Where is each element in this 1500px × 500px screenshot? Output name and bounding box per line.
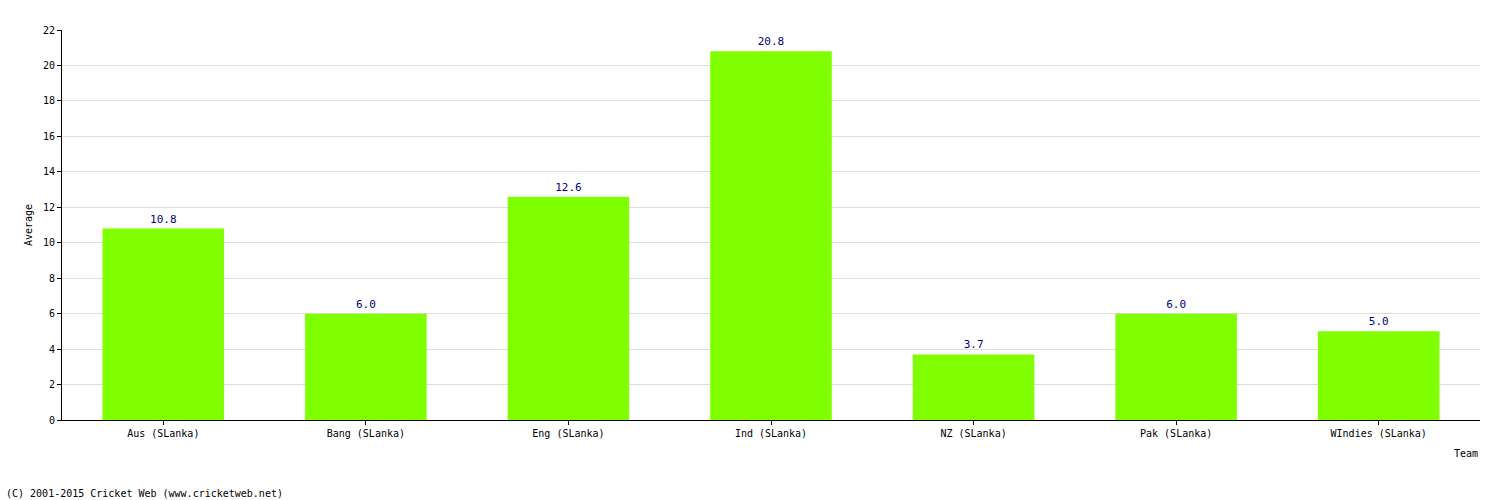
svg-text:14: 14: [43, 166, 55, 177]
svg-text:6.0: 6.0: [1166, 298, 1186, 311]
svg-text:6: 6: [49, 308, 55, 319]
svg-text:4: 4: [49, 344, 55, 355]
svg-text:5.0: 5.0: [1369, 315, 1389, 328]
svg-text:20.8: 20.8: [758, 35, 785, 48]
svg-text:6.0: 6.0: [356, 298, 376, 311]
svg-text:Team: Team: [1454, 448, 1478, 459]
svg-text:2: 2: [49, 379, 55, 390]
svg-text:Eng (SLanka): Eng (SLanka): [532, 428, 604, 439]
svg-text:22: 22: [43, 25, 55, 36]
svg-text:Aus (SLanka): Aus (SLanka): [127, 428, 199, 439]
svg-text:Ind (SLanka): Ind (SLanka): [735, 428, 807, 439]
svg-text:16: 16: [43, 131, 55, 142]
svg-text:20: 20: [43, 60, 55, 71]
svg-text:WIndies (SLanka): WIndies (SLanka): [1331, 428, 1427, 439]
svg-text:3.7: 3.7: [964, 338, 984, 351]
svg-text:10: 10: [43, 237, 55, 248]
svg-text:0: 0: [49, 415, 55, 426]
svg-text:(C) 2001-2015 Cricket Web (www: (C) 2001-2015 Cricket Web (www.cricketwe…: [6, 488, 283, 499]
svg-text:10.8: 10.8: [150, 213, 177, 226]
svg-text:12.6: 12.6: [555, 181, 582, 194]
svg-text:18: 18: [43, 95, 55, 106]
svg-text:Average: Average: [23, 204, 34, 246]
svg-text:NZ (SLanka): NZ (SLanka): [940, 428, 1006, 439]
svg-text:Pak (SLanka): Pak (SLanka): [1140, 428, 1212, 439]
svg-text:12: 12: [43, 202, 55, 213]
svg-text:Bang (SLanka): Bang (SLanka): [327, 428, 405, 439]
svg-text:8: 8: [49, 273, 55, 284]
